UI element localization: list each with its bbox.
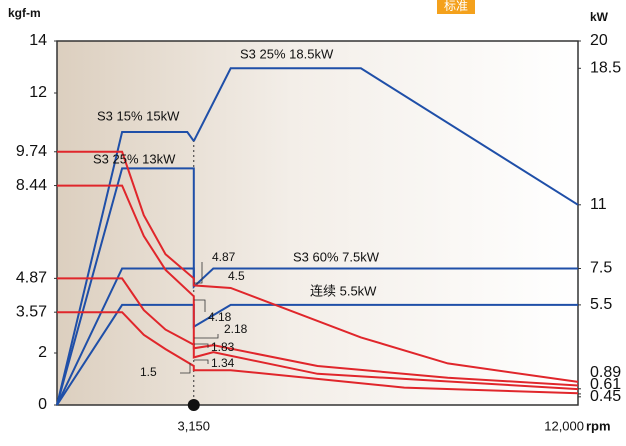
series-label: S3 60% 7.5kW [293,249,380,264]
series-label: 连续 5.5kW [310,283,377,298]
line-series [57,184,579,387]
x-tick-label: 3,150 [177,418,210,433]
badge: 标准 [444,0,468,13]
annotation: 4.87 [212,250,236,264]
y-tick-label: 4.87 [16,270,47,287]
annotation: 4.5 [228,269,245,283]
y-tick-label: 2 [38,344,47,361]
y-tick-label: 3.57 [16,303,47,320]
x-axis-label: rpm [586,418,611,433]
line-series [56,167,195,406]
y-axis-label: kgf-m [8,6,41,20]
y2-tick-label: 0.45 [590,388,621,405]
leader-line [194,334,219,339]
y2-tick-label: 18.5 [590,60,621,77]
y-tick-label: 0 [38,396,47,413]
y-tick-label: 14 [29,32,47,49]
leader-line [194,299,206,312]
x-tick-label: 12,000 [544,418,584,433]
annotation: 1.34 [211,356,235,370]
plot-area [56,40,579,406]
annotation: 1.83 [211,340,235,354]
line-series [192,67,579,206]
series-label: S3 25% 13kW [93,151,176,166]
leader-line [194,343,209,348]
leader-line [194,262,203,284]
x-marker-dot [187,399,200,411]
y2-tick-label: 5.5 [590,296,612,313]
y-tick-label: 8.44 [16,177,47,194]
y2-tick-label: 0.61 [590,376,621,393]
y2-tick-label: 0.89 [590,364,621,381]
y-tick-label: 12 [29,84,47,101]
y2-axis-label: kW [590,10,609,24]
line-series [56,131,195,406]
line-series [57,311,579,395]
y2-tick-label: 7.5 [590,260,612,277]
series-label: S3 25% 18.5kW [240,46,334,61]
y2-tick-label: 11 [590,196,607,213]
annotation: 1.5 [140,365,157,379]
y-tick-label: 9.74 [16,143,47,160]
y2-tick-label: 20 [590,32,608,49]
line-series [57,150,579,383]
leader-line [180,363,191,374]
leader-line [194,359,209,364]
badge-box [437,0,475,14]
line-series [57,277,579,391]
series-label: S3 15% 15kW [97,108,180,123]
annotation: 2.18 [224,322,248,336]
annotation: 4.18 [208,310,232,324]
